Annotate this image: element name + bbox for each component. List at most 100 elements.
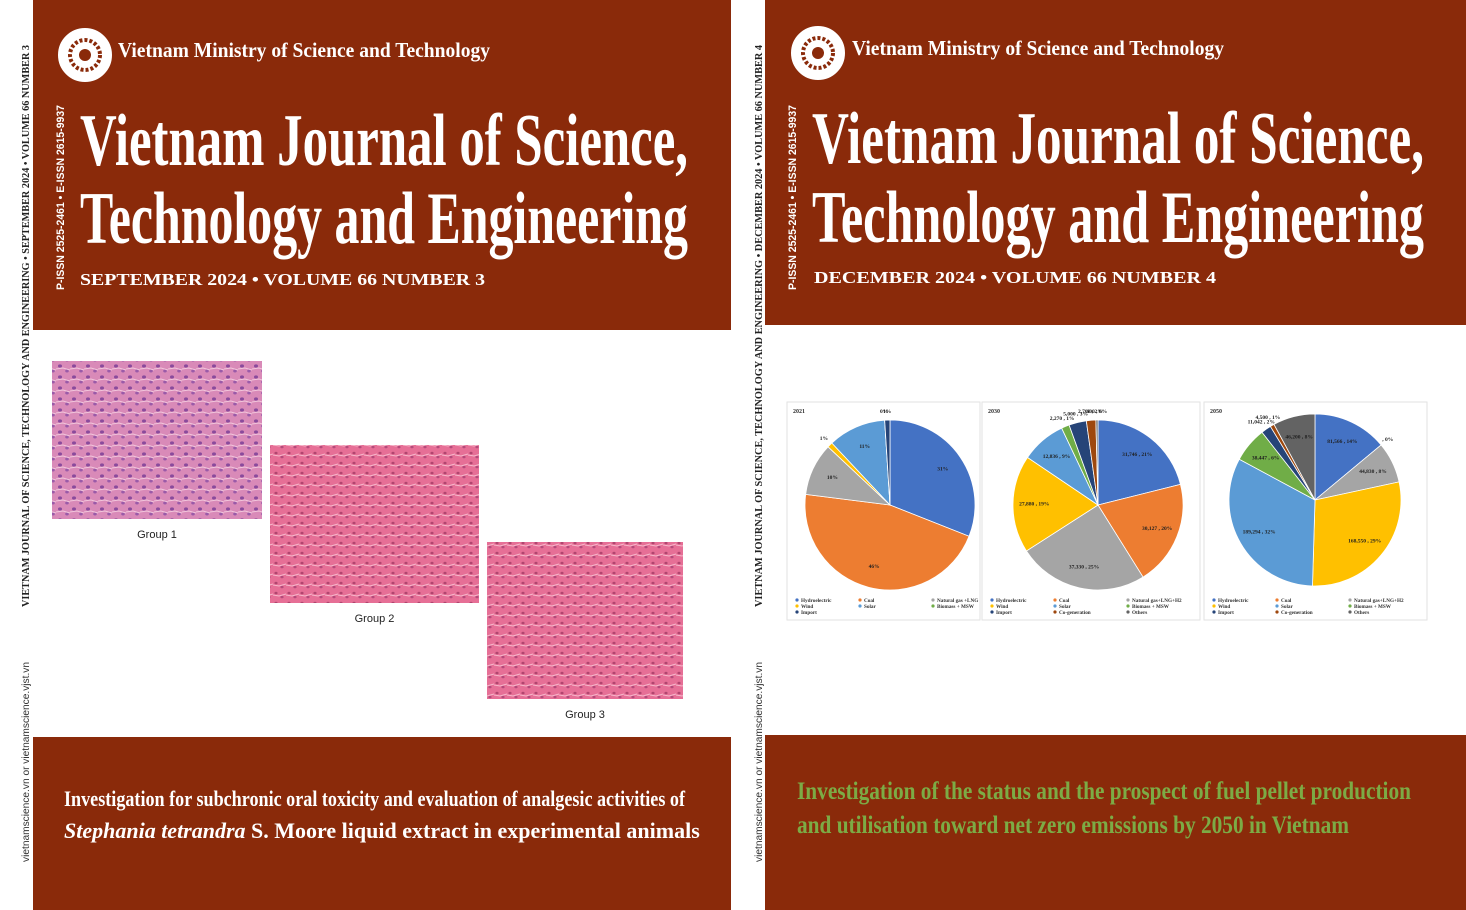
legend-marker — [1212, 610, 1216, 614]
data-label: 44,830 , 8% — [1359, 469, 1387, 475]
legend-label: Natural gas+LNG+H2 — [1354, 598, 1404, 604]
legend-label: Hydroelectric — [996, 598, 1027, 604]
journal-title: Vietnam Journal of Science, — [80, 100, 688, 182]
legend-marker — [795, 598, 799, 602]
pie-slice — [1312, 481, 1402, 587]
micrograph — [487, 542, 683, 699]
legend-marker — [1053, 610, 1057, 614]
legend-marker — [1275, 610, 1279, 614]
data-label: 31% — [937, 466, 948, 472]
pie-slice — [1097, 419, 1181, 506]
figure-caption: Group 3 — [565, 709, 605, 721]
data-label: 600 , 0% — [1087, 409, 1108, 415]
data-label: 46,200 , 8% — [1285, 435, 1313, 441]
legend-label: Wind — [801, 604, 813, 610]
legend-marker — [1126, 598, 1130, 602]
data-label: 1% — [820, 436, 828, 442]
legend-label: Co-generation — [1059, 610, 1091, 616]
logo-core — [79, 49, 91, 61]
legend-label: Solar — [1281, 604, 1294, 610]
micrograph — [52, 361, 262, 519]
article-title: Investigation for subchronic oral toxici… — [64, 786, 686, 811]
spine: VIETNAM JOURNAL OF SCIENCE, TECHNOLOGY A… — [21, 45, 32, 607]
issn: P-ISSN 2525-2461 • E-ISSN 2615-9937 — [55, 105, 67, 290]
data-label: 10% — [827, 475, 838, 481]
legend-marker — [1212, 598, 1216, 602]
legend-label: Biomass + MSW — [937, 604, 975, 610]
legend-marker — [990, 604, 994, 608]
pie-slice — [889, 419, 976, 537]
logo-core — [812, 47, 824, 59]
legend-marker — [858, 598, 862, 602]
data-label: 2,700 , 2% — [1078, 409, 1103, 415]
journal-title: Vietnam Journal of Science, — [812, 98, 1424, 180]
legend-label: Others — [1132, 610, 1147, 616]
pie-slice — [884, 419, 891, 506]
article-title-rest: S. Moore liquid extract in experimental … — [246, 818, 701, 843]
legend-label: Import — [1218, 610, 1234, 616]
pie-slice — [1273, 413, 1316, 501]
data-label: 38,447 , 6% — [1252, 456, 1280, 462]
issue: DECEMBER 2024 • VOLUME 66 NUMBER 4 — [814, 268, 1217, 287]
data-label: 46% — [869, 564, 880, 570]
legend-marker — [1348, 598, 1352, 602]
data-label: 30,127 , 20% — [1142, 526, 1172, 532]
journal-title: Technology and Engineering — [812, 177, 1424, 259]
chart-title: 2021 — [793, 409, 805, 415]
data-label: 37,330 , 25% — [1069, 564, 1099, 570]
legend-marker — [931, 598, 935, 602]
legend-label: Others — [1354, 610, 1369, 616]
data-label: 189,294 , 32% — [1243, 530, 1276, 536]
data-label: 1% — [883, 409, 891, 415]
cover-bottom-band — [33, 737, 731, 910]
legend-label: Natural gas +LNG — [937, 598, 978, 604]
issue: SEPTEMBER 2024 • VOLUME 66 NUMBER 3 — [80, 270, 485, 289]
cover-bottom-band — [765, 735, 1466, 910]
data-label: 81,566 , 14% — [1327, 439, 1357, 445]
legend-marker — [1348, 604, 1352, 608]
pie-slice — [1228, 458, 1316, 587]
figure-caption: Group 2 — [355, 613, 395, 625]
article-title: and utilisation toward net zero emission… — [797, 812, 1349, 839]
pie-slice — [1012, 456, 1099, 552]
legend-marker — [990, 598, 994, 602]
legend-marker — [1053, 604, 1057, 608]
data-label: 168,550 , 29% — [1348, 539, 1381, 545]
legend-marker — [1126, 610, 1130, 614]
legend-label: Coal — [1281, 598, 1292, 604]
legend-marker — [795, 604, 799, 608]
legend-label: Co-generation — [1281, 610, 1313, 616]
pie-slice — [804, 493, 970, 591]
spine: VIETNAM JOURNAL OF SCIENCE, TECHNOLOGY A… — [754, 45, 765, 607]
chart-title: 2030 — [988, 409, 1000, 415]
pie-slice — [1097, 483, 1184, 578]
issn: P-ISSN 2525-2461 • E-ISSN 2615-9937 — [787, 105, 799, 290]
pie-slice — [1095, 419, 1099, 506]
legend-marker — [858, 604, 862, 608]
data-label: 0% — [880, 409, 888, 415]
legend-marker — [1275, 598, 1279, 602]
legend-label: Natural gas+LNG+H2 — [1132, 598, 1182, 604]
legend-marker — [1348, 610, 1352, 614]
legend-label: Biomass + MSW — [1354, 604, 1392, 610]
cover-top-band — [765, 0, 1466, 325]
legend-marker — [990, 610, 994, 614]
logo-gear — [68, 38, 102, 72]
legend-label: Biomass + MSW — [1132, 604, 1170, 610]
legend-label: Hydroelectric — [801, 598, 832, 604]
data-label: 5,000 , 3% — [1063, 411, 1088, 417]
data-label: , 0% — [1382, 437, 1393, 443]
pie-slice — [1314, 413, 1382, 501]
legend-label: Import — [996, 610, 1012, 616]
legend-marker — [1275, 604, 1279, 608]
article-species: Stephania tetrandra — [64, 818, 246, 843]
logo-gear — [801, 36, 835, 70]
url: vietnamscience.vn or vietnamscience.vjst… — [21, 662, 32, 862]
cover-top-band — [33, 0, 731, 330]
legend-label: Solar — [864, 604, 877, 610]
legend-marker — [1212, 604, 1216, 608]
legend-label: Coal — [864, 598, 875, 604]
data-label: 11,042 , 2% — [1248, 419, 1275, 425]
legend-marker — [931, 604, 935, 608]
